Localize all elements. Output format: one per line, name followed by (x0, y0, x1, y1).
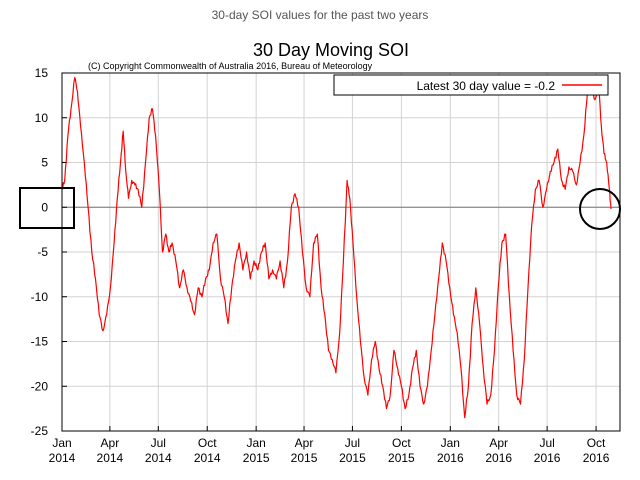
plot-frame (61, 72, 621, 432)
page-caption: 30-day SOI values for the past two years (211, 8, 429, 22)
zero-highlight-box (19, 187, 75, 229)
x-tick-label-month: Apr (101, 436, 120, 450)
y-tick-label: 0 (41, 200, 48, 214)
legend-box (333, 74, 609, 96)
x-tick-label-month: Oct (392, 436, 411, 450)
x-tick-label-year: 2014 (97, 451, 124, 465)
x-tick-label-year: 2015 (243, 451, 270, 465)
x-tick-label-month: Apr (295, 436, 314, 450)
x-tick-label-year: 2014 (145, 451, 172, 465)
x-tick-label-month: Jan (52, 436, 71, 450)
x-tick-label-year: 2015 (339, 451, 366, 465)
y-tick-label: -10 (31, 290, 49, 304)
y-tick-label: 15 (35, 66, 49, 80)
x-tick-label-month: Oct (587, 436, 606, 450)
x-tick-label-month: Jan (246, 436, 265, 450)
x-tick-label-year: 2016 (583, 451, 610, 465)
x-tick-label-year: 2015 (388, 451, 415, 465)
y-tick-label: 5 (41, 156, 48, 170)
y-tick-label: -5 (37, 245, 48, 259)
chart-title: 30 Day Moving SOI (253, 40, 409, 60)
x-tick-label-year: 2014 (194, 451, 221, 465)
chart-copyright: (C) Copyright Commonwealth of Australia … (88, 61, 373, 71)
x-tick-label-year: 2014 (49, 451, 76, 465)
y-tick-label: -20 (31, 379, 49, 393)
x-tick-label-month: Apr (489, 436, 508, 450)
y-tick-label: -15 (31, 335, 49, 349)
x-tick-label-year: 2016 (437, 451, 464, 465)
soi-series-line (61, 76, 612, 419)
legend-label: Latest 30 day value = -0.2 (417, 79, 556, 93)
y-axis: 15 10 5 0 -5 -10 -15 -20 -25 (31, 66, 67, 438)
latest-value-highlight-circle (579, 188, 621, 230)
x-tick-label-month: Jan (441, 436, 460, 450)
x-tick-label-month: Jul (539, 436, 554, 450)
x-tick-label-year: 2016 (534, 451, 561, 465)
y-tick-label: 10 (35, 111, 49, 125)
y-tick-label: -25 (31, 424, 49, 438)
grid-lines (61, 72, 620, 432)
x-tick-label-year: 2016 (485, 451, 512, 465)
x-tick-label-year: 2015 (291, 451, 318, 465)
x-axis: Jan2014Apr2014Jul2014Oct2014Jan2015Apr20… (49, 426, 610, 465)
legend: Latest 30 day value = -0.2 (333, 74, 609, 96)
x-tick-label-month: Jul (151, 436, 166, 450)
x-tick-label-month: Jul (345, 436, 360, 450)
x-tick-label-month: Oct (198, 436, 217, 450)
